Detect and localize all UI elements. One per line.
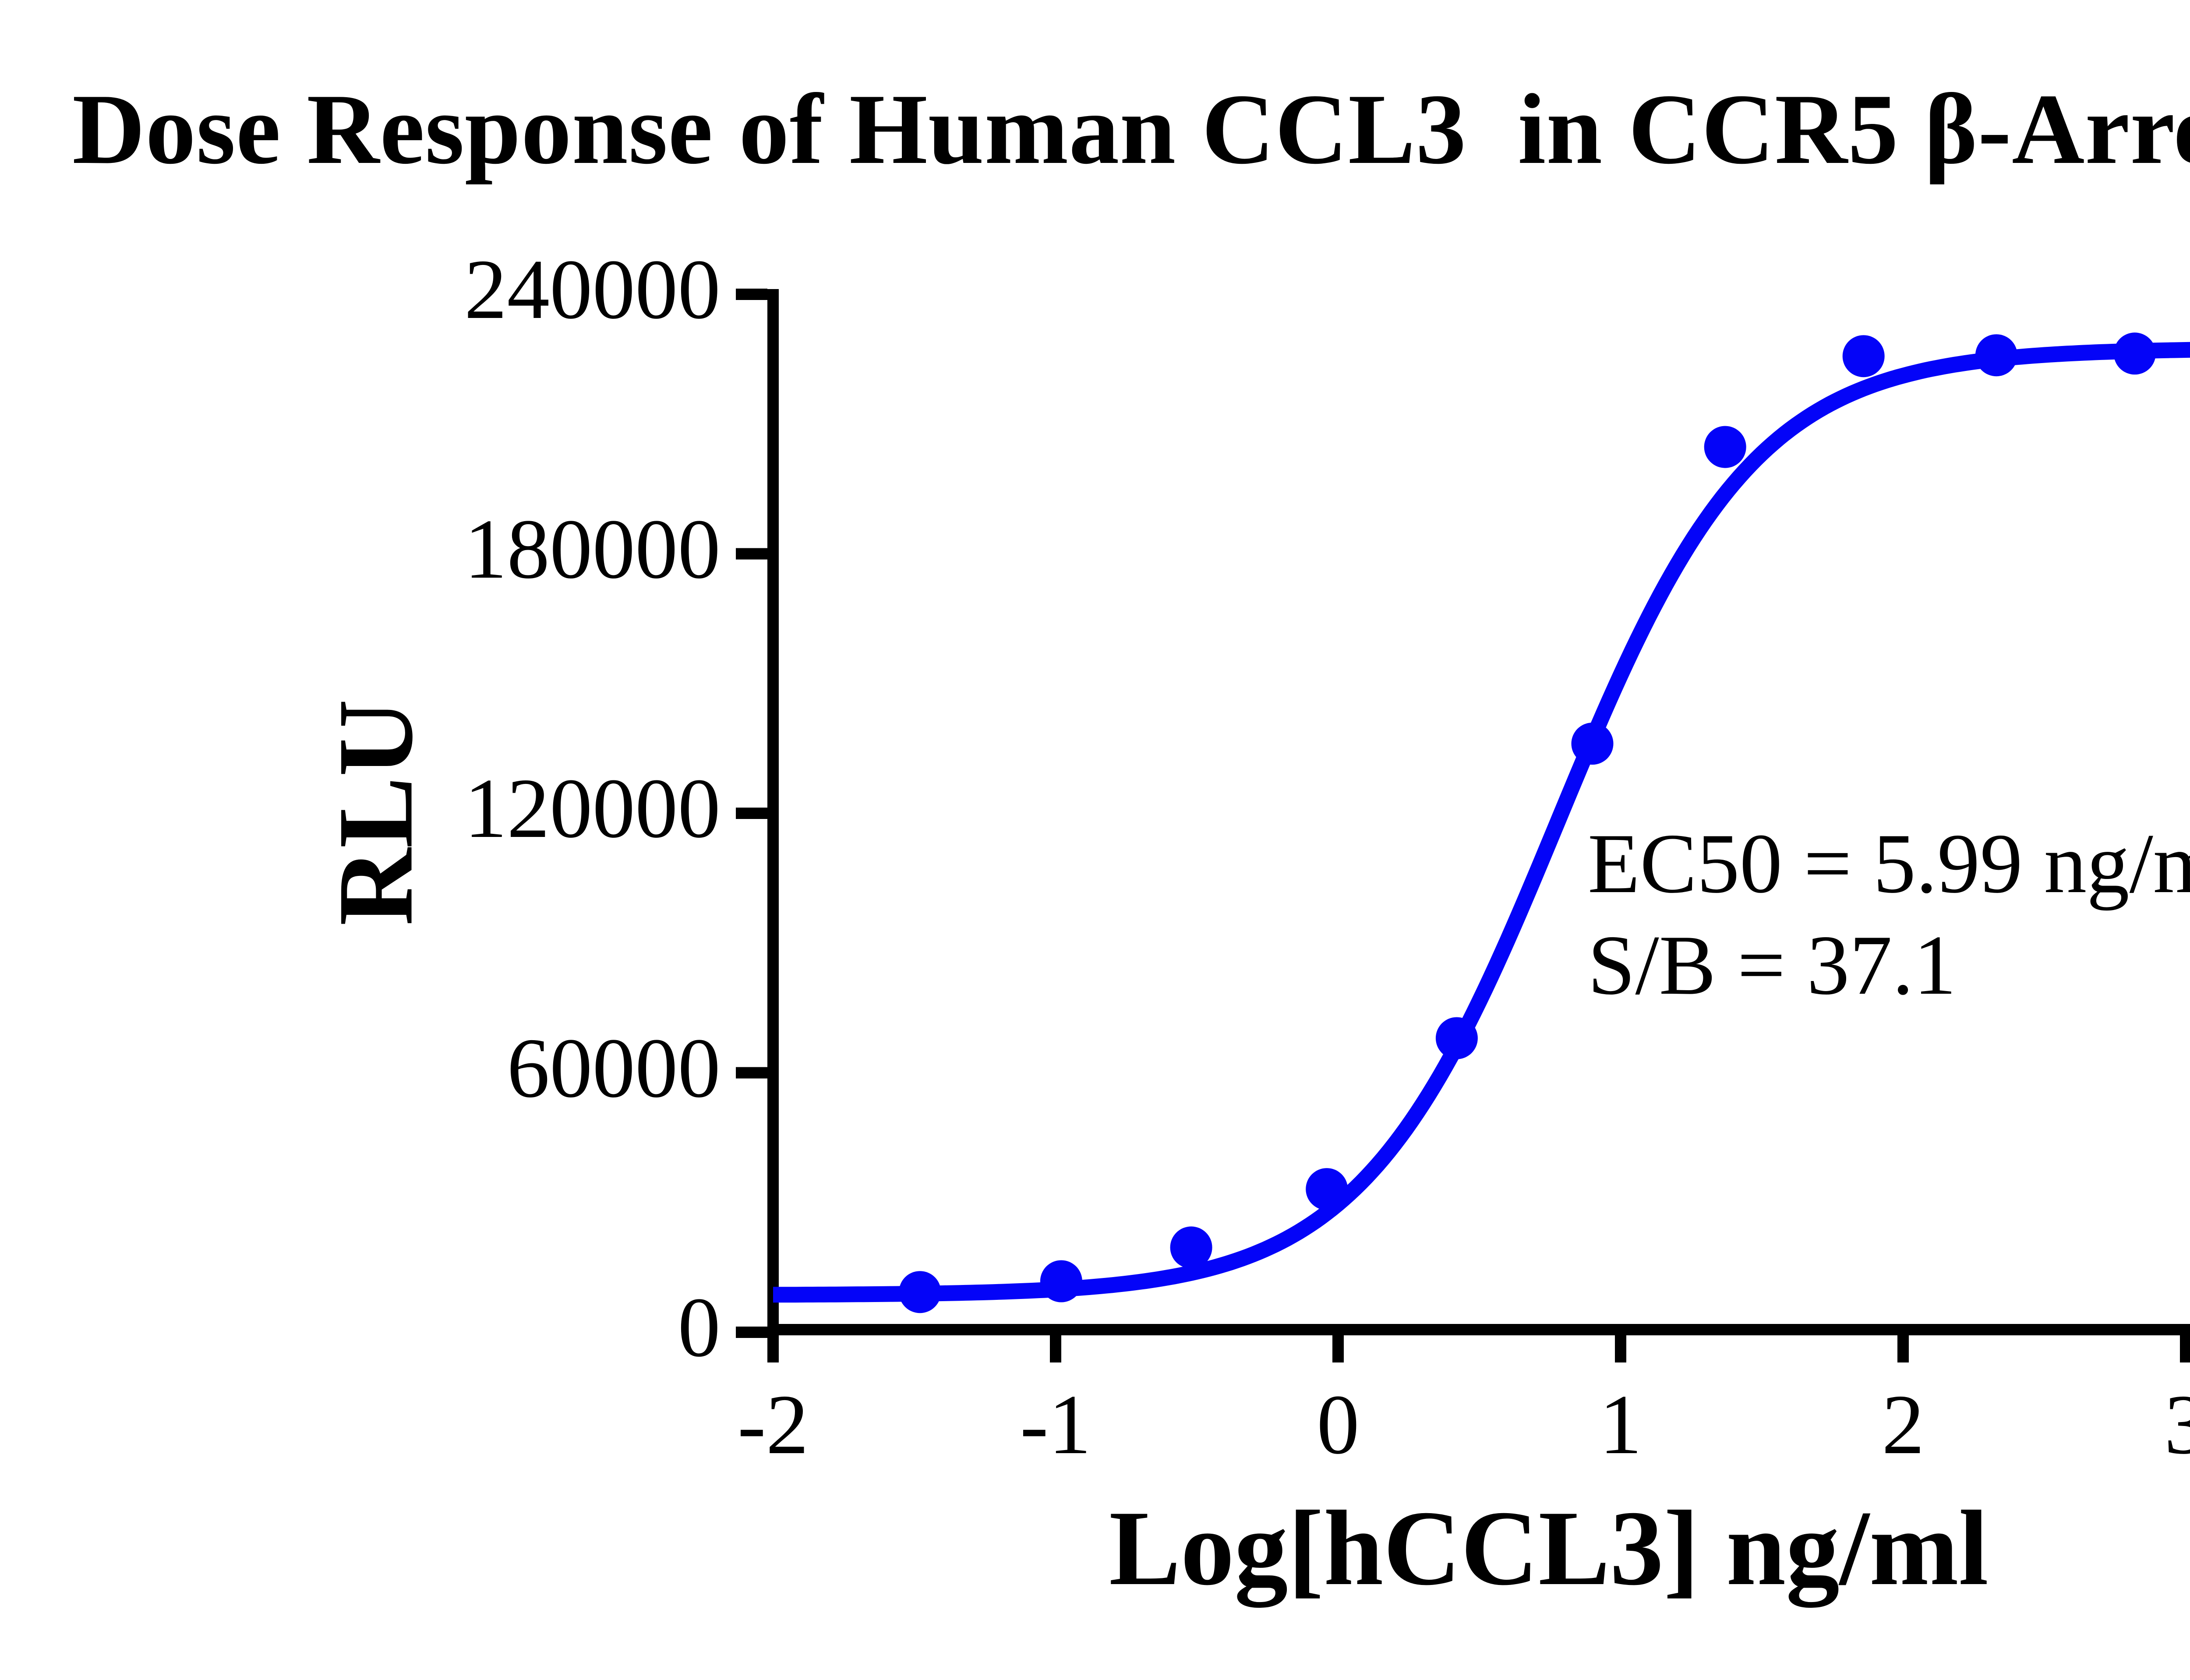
y-axis-line — [767, 289, 779, 1335]
x-tick-label: 3 — [2164, 1377, 2190, 1472]
x-tick — [1615, 1335, 1626, 1362]
data-point — [1040, 1260, 1082, 1302]
x-axis-line — [767, 1324, 2190, 1335]
y-tick-label: 0 — [678, 1280, 721, 1375]
y-tick — [736, 289, 767, 300]
x-tick-label: 1 — [1599, 1377, 1642, 1472]
chart-title: Dose Response of Human CCL3 in CCR5 β-Ar… — [72, 73, 2190, 185]
data-point — [1571, 723, 1614, 765]
fit-curve — [773, 342, 2190, 1303]
x-tick — [2180, 1335, 2190, 1362]
y-tick — [736, 1327, 767, 1338]
data-point — [1704, 426, 1746, 468]
y-tick-label: 240000 — [464, 242, 721, 337]
data-point — [1842, 335, 1885, 378]
ec50-annotation: EC50 = 5.99 ng/ml — [1588, 816, 2190, 911]
data-point — [1306, 1168, 1348, 1211]
y-tick-label: 120000 — [464, 761, 721, 856]
data-point — [1170, 1226, 1212, 1269]
data-point — [1975, 334, 2017, 377]
x-axis-title: Log[hCCL3] ng/ml — [1109, 1489, 1989, 1607]
x-tick — [1332, 1335, 1344, 1362]
sb-annotation: S/B = 37.1 — [1588, 918, 1957, 1013]
fit-annotation: EC50 = 5.99 ng/ml S/B = 37.1 — [1588, 813, 2190, 1016]
x-tick — [767, 1335, 779, 1362]
y-tick — [736, 808, 767, 819]
y-tick — [736, 1067, 767, 1079]
data-point — [2113, 332, 2156, 375]
y-tick — [736, 548, 767, 560]
data-point — [899, 1271, 941, 1313]
y-tick-label: 180000 — [464, 501, 721, 596]
x-tick-label: 2 — [1882, 1377, 1925, 1472]
data-point — [1435, 1017, 1478, 1059]
y-tick-label: 60000 — [507, 1020, 721, 1115]
x-tick-label: 0 — [1317, 1377, 1360, 1472]
x-tick-label: -2 — [737, 1377, 809, 1472]
x-tick-label: -1 — [1020, 1377, 1091, 1472]
x-tick — [1897, 1335, 1909, 1362]
x-tick — [1050, 1335, 1061, 1362]
